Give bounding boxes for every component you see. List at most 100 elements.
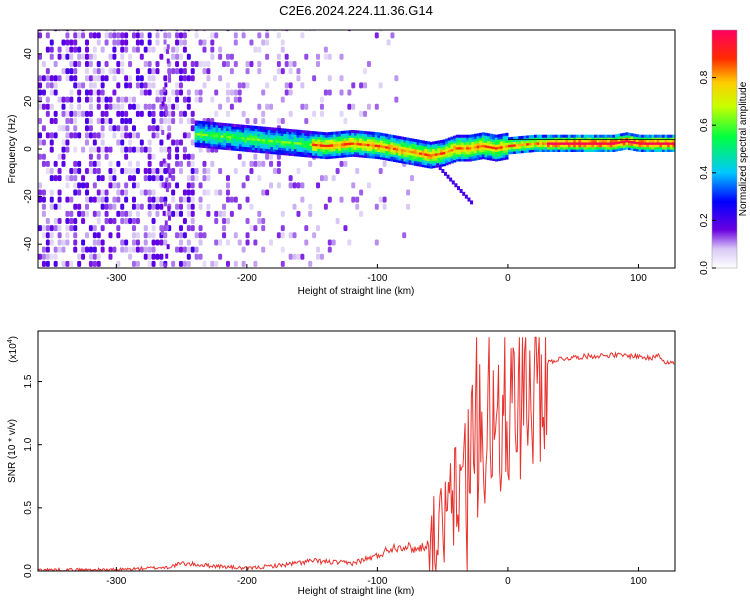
spectrogram-cell <box>186 196 191 203</box>
spectrogram-cell <box>41 189 46 196</box>
spectrogram-cell <box>267 139 271 143</box>
spectrogram-cell <box>617 143 621 147</box>
spectrogram-cell <box>447 137 452 141</box>
spectrogram-cell <box>270 127 274 131</box>
spectrogram-cell <box>497 148 501 152</box>
spectrogram-cell <box>460 158 465 162</box>
spectrogram-cell <box>241 182 246 189</box>
spectrogram-cell <box>361 154 365 158</box>
spectrogram-cell <box>387 134 392 138</box>
spectrogram-cell <box>378 196 383 203</box>
spectrogram-cell <box>112 203 117 210</box>
spectrogram-cell <box>541 134 546 138</box>
snr-y-label: SNR (10 * v/v) <box>7 419 18 483</box>
spectrogram-cell <box>554 149 559 152</box>
spectrogram-cell <box>646 146 650 150</box>
spectrogram-cell <box>622 147 626 151</box>
spectrogram-cell <box>343 147 347 151</box>
spectrogram-cell <box>443 171 447 176</box>
spectrogram-cell <box>272 168 277 175</box>
spectrogram-cell <box>390 134 394 138</box>
spectrogram-cell <box>442 156 446 160</box>
spectrogram-cell <box>205 133 209 137</box>
spectrogram-cell <box>45 68 50 75</box>
spectrogram-cell <box>487 142 491 146</box>
spectrogram-cell <box>359 82 364 89</box>
spectrogram-cell <box>411 155 415 159</box>
spectrogram-cell <box>630 142 634 146</box>
spectrogram-cell <box>635 134 640 138</box>
spectrogram-cell <box>69 103 74 110</box>
spectrogram-cell <box>622 137 626 141</box>
spectrogram-cell <box>656 146 660 150</box>
spectrogram-cell <box>355 203 360 210</box>
spectrogram-cell <box>301 151 305 155</box>
spectrogram-cell <box>513 146 517 150</box>
spectrogram-cell <box>421 161 425 165</box>
spectrogram-cell <box>339 110 344 117</box>
spectrogram-cell <box>69 39 74 46</box>
spectrogram-cell <box>419 154 423 158</box>
spectrogram-cell <box>440 147 444 151</box>
spectrogram-cell <box>288 89 293 96</box>
spectrogram-cell <box>369 153 373 157</box>
spectrogram-cell <box>601 146 606 150</box>
spectrogram-cell <box>104 196 109 203</box>
spectrogram-cell <box>604 144 608 148</box>
spectrogram-cell <box>214 89 219 96</box>
spectrogram-cell <box>453 154 457 158</box>
spectrogram-cell <box>151 246 156 253</box>
spectrogram-cell <box>316 225 321 232</box>
spectrogram-cell <box>604 141 608 145</box>
spectrogram-cell <box>284 89 289 96</box>
spectrogram-cell <box>369 155 373 159</box>
spectrogram-cell <box>262 150 266 154</box>
spectrogram-cell <box>312 75 317 82</box>
spectrogram-cell <box>198 196 203 203</box>
spectrogram-cell <box>327 136 331 140</box>
spectrogram-cell <box>265 53 270 60</box>
spectrogram-cell <box>293 150 298 154</box>
spectrogram-cell <box>458 149 462 152</box>
spectrogram-cell <box>261 110 266 117</box>
spectrogram-cell <box>304 151 308 155</box>
spectrogram-cell <box>424 145 428 149</box>
spectrogram-cell <box>210 160 215 167</box>
spectrogram-cell <box>131 196 136 203</box>
spectrogram-cell <box>523 142 527 146</box>
spectrogram-cell <box>96 132 101 139</box>
spectrogram-cell <box>233 143 237 147</box>
spectrogram-cell <box>231 147 235 151</box>
spectrogram-cell <box>494 134 499 138</box>
spectrogram-cell <box>317 138 321 142</box>
spectrogram-cell <box>445 159 449 163</box>
spectrogram-cell <box>343 160 348 167</box>
spectrogram-cell <box>139 203 144 210</box>
spectrogram-cell <box>348 144 352 148</box>
spectrogram-cell <box>541 139 546 143</box>
spectrogram-cell <box>202 160 207 167</box>
spectrogram-cell <box>578 144 582 148</box>
spectrogram-cell <box>210 260 215 267</box>
spectrogram-cell <box>296 148 300 152</box>
spectrogram-cell <box>231 128 235 132</box>
spectrogram-cell <box>507 146 512 150</box>
spectrogram-cell <box>445 140 449 144</box>
spectrogram-cell <box>416 160 420 164</box>
spectrogram-cell <box>497 155 501 159</box>
spectrogram-cell <box>49 53 54 60</box>
spectrogram-cell <box>241 32 246 39</box>
spectrogram-cell <box>286 145 290 149</box>
spectrogram-cell <box>351 129 355 133</box>
spectrogram-cell <box>434 143 439 147</box>
spectrogram-cell <box>630 135 634 139</box>
spectrogram-cell <box>92 168 97 175</box>
spectrogram-cell <box>257 140 261 144</box>
spectrogram-cell <box>385 145 389 149</box>
spectrogram-cell <box>411 162 415 166</box>
spectrogram-cell <box>463 158 467 162</box>
spectrogram-cell <box>175 146 180 153</box>
spectrogram-cell <box>309 142 313 146</box>
spectrogram-cell <box>620 133 624 137</box>
spectrogram-cell <box>544 137 548 141</box>
